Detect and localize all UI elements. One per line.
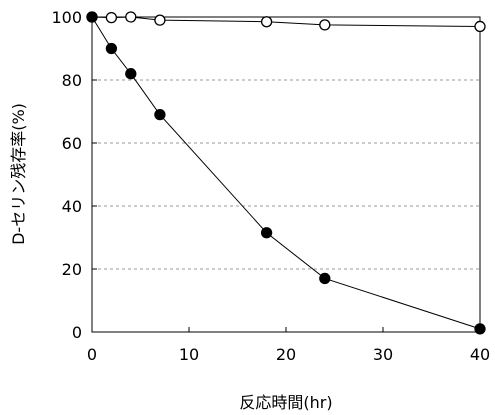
y-tick-label: 20 (62, 260, 82, 279)
x-tick-label: 20 (276, 345, 296, 364)
y-tick-label: 60 (62, 134, 82, 153)
series-line-0 (91, 16, 481, 27)
series-1 (86, 11, 486, 335)
plot-frame (91, 16, 481, 333)
data-point-0-3 (154, 14, 166, 26)
data-point-1-0 (86, 11, 98, 23)
series-line-1 (91, 16, 481, 330)
series-0 (86, 11, 486, 33)
data-point-0-5 (319, 19, 331, 31)
y-tick-label: 80 (62, 71, 82, 90)
data-point-1-5 (319, 272, 331, 285)
x-tick-label: 30 (373, 345, 393, 364)
x-tick-label: 0 (87, 345, 97, 364)
grid-lines (92, 79, 480, 270)
data-point-0-4 (260, 16, 273, 28)
axis-ticks (91, 16, 481, 333)
data-point-1-1 (105, 42, 118, 55)
x-tick-label: 10 (179, 345, 199, 364)
y-tick-label: 100 (51, 8, 82, 27)
y-tick-label: 40 (62, 197, 82, 216)
data-point-1-6 (474, 323, 486, 335)
x-tick-label: 40 (470, 345, 490, 364)
data-point-0-1 (105, 11, 118, 24)
data-point-1-2 (125, 68, 137, 80)
data-point-0-6 (474, 20, 486, 33)
data-point-1-3 (154, 109, 166, 121)
data-point-1-4 (260, 227, 273, 239)
data-point-0-2 (125, 11, 137, 23)
y-tick-label: 0 (72, 323, 82, 342)
series-layer (86, 11, 486, 335)
x-axis-title: 反応時間(hr) (239, 393, 332, 412)
y-axis-title: D-セリン残存率(%) (9, 103, 28, 245)
